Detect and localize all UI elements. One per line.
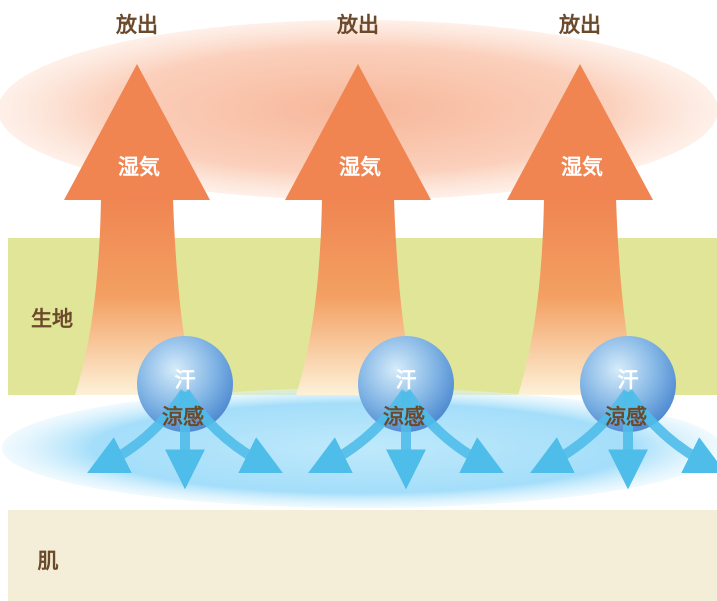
cool-arrow xyxy=(180,389,283,473)
sweat-label: 汗 xyxy=(175,368,196,392)
vapor-label: 湿気 xyxy=(339,155,381,179)
release-label: 放出 xyxy=(115,13,158,37)
release-label: 放出 xyxy=(558,13,601,37)
cool-label: 涼感 xyxy=(383,405,425,429)
cool-arrow xyxy=(401,389,504,473)
vapor-arrow-head xyxy=(507,64,653,200)
cool-arrow xyxy=(623,389,717,473)
vapor-label: 湿気 xyxy=(561,155,603,179)
skin-layer xyxy=(8,510,717,601)
vapor-label: 湿気 xyxy=(118,155,160,179)
vapor-arrow-head xyxy=(285,64,431,200)
sweat-drop xyxy=(358,336,454,432)
cool-label: 涼感 xyxy=(605,405,647,429)
sweat-drop xyxy=(580,336,676,432)
sweat-label: 汗 xyxy=(618,368,639,392)
cool-arrow xyxy=(87,389,190,473)
fabric-label: 生地 xyxy=(31,307,73,331)
vapor-arrow-head xyxy=(64,64,210,200)
cool-arrow xyxy=(530,389,633,473)
sweat-label: 汗 xyxy=(396,368,417,392)
skin-label: 肌 xyxy=(38,549,59,573)
sweat-drop xyxy=(137,336,233,432)
release-label: 放出 xyxy=(336,13,379,37)
cool-label: 涼感 xyxy=(162,405,204,429)
cool-arrow xyxy=(308,389,411,473)
